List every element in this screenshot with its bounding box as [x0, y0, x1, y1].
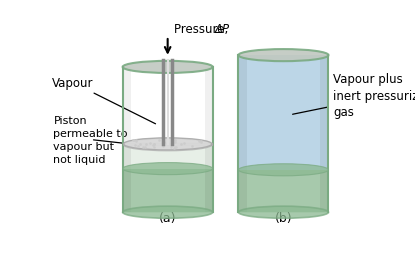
Text: Vapour plus
inert pressurizing
gas: Vapour plus inert pressurizing gas	[293, 73, 415, 119]
Text: Vapour: Vapour	[52, 77, 156, 124]
Ellipse shape	[124, 139, 212, 151]
Ellipse shape	[123, 62, 213, 74]
Text: (a): (a)	[159, 211, 176, 224]
Bar	[238, 56, 329, 170]
Bar	[123, 144, 213, 169]
Text: ΔP: ΔP	[214, 23, 229, 36]
Bar	[238, 170, 329, 212]
Ellipse shape	[124, 138, 212, 150]
Bar	[320, 56, 329, 212]
Text: Pressure,: Pressure,	[174, 23, 232, 36]
Bar	[123, 169, 213, 212]
Bar	[205, 68, 213, 212]
Bar	[123, 68, 131, 212]
Ellipse shape	[238, 50, 329, 62]
Ellipse shape	[238, 206, 329, 218]
Bar	[238, 56, 247, 212]
Ellipse shape	[123, 206, 213, 218]
Text: Piston
permeable to
vapour but
not liquid: Piston permeable to vapour but not liqui…	[54, 116, 128, 164]
Text: (b): (b)	[275, 211, 292, 224]
Bar	[124, 144, 212, 145]
Ellipse shape	[238, 164, 329, 176]
Ellipse shape	[123, 163, 213, 175]
